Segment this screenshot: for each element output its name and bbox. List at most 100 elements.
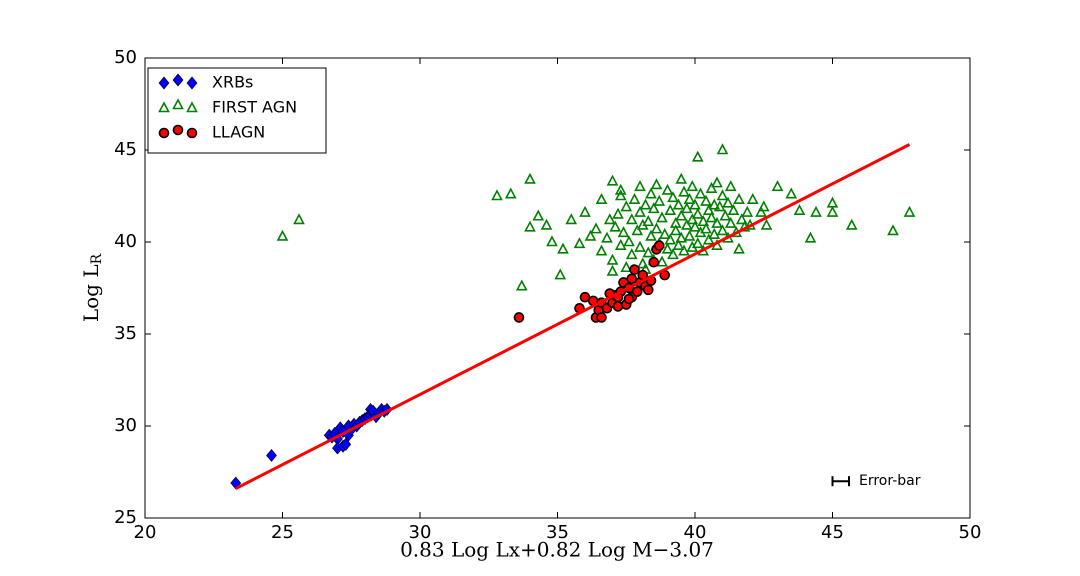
- triangle-point: [691, 207, 704, 219]
- triangle-point: [647, 202, 660, 214]
- y-axis-label-sub: R: [89, 253, 105, 264]
- x-tick-label: 40: [684, 522, 707, 543]
- triangle-point: [620, 261, 633, 273]
- diamond-point: [340, 437, 352, 451]
- triangle-point: [158, 101, 170, 113]
- circle-point: [596, 312, 607, 323]
- triangle-point: [634, 180, 646, 192]
- triangle-point: [276, 229, 289, 241]
- x-tick-label: 20: [134, 522, 157, 543]
- triangle-point: [810, 205, 822, 217]
- y-axis-label-main: Log L: [79, 264, 103, 322]
- legend-label: LLAGN: [212, 123, 265, 142]
- triangle-point: [584, 229, 597, 241]
- x-tick-label: 35: [546, 522, 569, 543]
- circle-point: [642, 284, 654, 296]
- triangle-point: [675, 172, 688, 184]
- diamond-point: [172, 73, 184, 87]
- triangle-point: [757, 200, 770, 212]
- diamond-point: [266, 448, 277, 462]
- diamond-point: [186, 76, 198, 90]
- fit-line: [235, 143, 911, 490]
- triangle-point: [746, 192, 759, 204]
- x-tick-label: 25: [271, 522, 294, 543]
- triangle-point: [634, 205, 646, 217]
- triangle-point: [826, 205, 839, 217]
- triangle-point: [727, 204, 740, 216]
- series-group: [276, 143, 916, 291]
- triangle-point: [724, 180, 737, 192]
- circle-point: [513, 312, 525, 323]
- triangle-point: [713, 200, 726, 212]
- triangle-point: [702, 204, 715, 216]
- triangle-point: [689, 220, 701, 232]
- triangle-point: [887, 224, 899, 236]
- triangle-point: [667, 191, 679, 203]
- x-axis-label: 0.83 Log Lx+0.82 Log M−3.07: [400, 538, 714, 562]
- triangle-point: [532, 209, 545, 221]
- triangle-point: [614, 238, 627, 250]
- triangle-point: [722, 196, 734, 208]
- triangle-point: [672, 198, 685, 210]
- triangle-point: [669, 224, 682, 236]
- y-tick-label: 25: [114, 507, 137, 528]
- circle-point: [158, 127, 170, 139]
- triangle-point: [785, 187, 798, 199]
- legend-label: XRBs: [212, 73, 253, 92]
- triangle-point: [755, 205, 767, 217]
- y-tick-label: 45: [114, 139, 137, 160]
- diamond-point: [158, 76, 170, 90]
- triangle-point: [540, 218, 553, 230]
- triangle-point: [658, 227, 671, 239]
- triangle-point: [546, 235, 558, 247]
- triangle-point: [625, 248, 638, 260]
- x-tick-label: 45: [821, 522, 844, 543]
- y-axis-label: Log LR: [79, 253, 106, 322]
- triangle-point: [579, 205, 591, 217]
- triangle-point: [614, 189, 627, 201]
- triangle-point: [491, 189, 503, 201]
- triangle-point: [614, 183, 627, 195]
- triangle-point: [702, 233, 715, 245]
- triangle-point: [689, 198, 701, 210]
- circle-point: [648, 256, 660, 268]
- triangle-point: [524, 220, 536, 232]
- triangle-point: [628, 192, 641, 204]
- triangle-point: [697, 215, 710, 227]
- triangle-point: [557, 242, 569, 254]
- triangle-point: [793, 204, 806, 216]
- triangle-point: [664, 233, 677, 245]
- triangle-point: [661, 242, 674, 254]
- triangle-point: [700, 194, 712, 206]
- triangle-point: [678, 244, 690, 256]
- triangle-point: [683, 192, 696, 204]
- triangle-point: [716, 189, 729, 201]
- triangle-point: [609, 220, 622, 232]
- triangle-point: [656, 211, 668, 223]
- triangle-point: [293, 213, 305, 225]
- triangle-point: [590, 222, 602, 234]
- triangle-point: [705, 181, 718, 193]
- y-tick-label: 50: [114, 47, 137, 68]
- triangle-point: [653, 194, 666, 206]
- legend-label: FIRST AGN: [212, 98, 297, 117]
- triangle-point: [620, 200, 633, 212]
- triangle-point: [760, 218, 773, 230]
- triangle-point: [650, 178, 663, 190]
- triangle-point: [675, 231, 688, 243]
- triangle-point: [595, 192, 608, 204]
- triangle-point: [711, 216, 723, 228]
- triangle-point: [573, 237, 586, 249]
- triangle-point: [524, 172, 536, 184]
- triangle-point: [565, 213, 578, 225]
- triangle-point: [631, 224, 644, 236]
- triangle-point: [504, 187, 517, 199]
- circle-point: [623, 293, 635, 305]
- triangle-point: [661, 183, 674, 195]
- triangle-point: [735, 213, 748, 225]
- x-tick-label: 50: [959, 522, 982, 543]
- triangle-point: [675, 209, 688, 221]
- circle-point: [186, 127, 198, 139]
- triangle-point: [612, 207, 624, 219]
